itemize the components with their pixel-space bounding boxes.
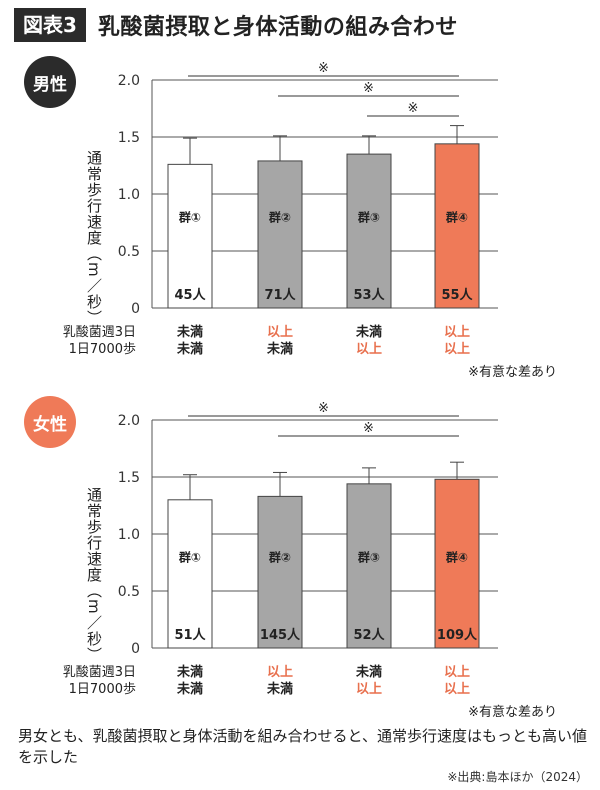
condition-cell: 未満 xyxy=(176,681,203,697)
bar xyxy=(434,143,480,309)
condition-row-label: 乳酸菌週3日 xyxy=(63,325,136,340)
significance-mark: ※ xyxy=(408,101,419,116)
condition-cell: 未満 xyxy=(266,681,293,697)
condition-cell: 以上 xyxy=(444,342,470,357)
condition-cell: 未満 xyxy=(176,664,203,680)
y-tick-label: 0 xyxy=(131,301,140,317)
male-walking-speed-chart: 0 0.5 1.0 1.5 2.0 群① 45人 群② 71人 群③ 53人 群④ 55人 ※ ※ ※ 乳酸菌週… xyxy=(63,61,557,380)
female-y-axis-label: 通常歩行速度（m／秒） xyxy=(85,487,103,663)
group-label: 群② xyxy=(268,209,291,224)
significance-note: ※有意な差あり xyxy=(468,364,557,380)
condition-cell: 未満 xyxy=(176,341,203,357)
condition-cell: 以上 xyxy=(444,682,470,697)
count-label: 109人 xyxy=(437,627,478,643)
condition-cell: 以上 xyxy=(356,682,382,697)
female-walking-speed-chart: 0 0.5 1.0 1.5 2.0 群① 51人 群② 145人 群③ 52人 群④ 109人 ※ ※ 乳酸菌… xyxy=(63,401,557,720)
condition-cell: 以上 xyxy=(356,342,382,357)
y-tick-label: 1.0 xyxy=(118,527,140,543)
count-label: 145人 xyxy=(260,627,301,643)
group-label: 群③ xyxy=(357,549,380,564)
bar xyxy=(346,483,392,649)
condition-cell: 未満 xyxy=(266,341,293,357)
count-label: 51人 xyxy=(174,627,206,643)
count-label: 53人 xyxy=(353,287,385,303)
count-label: 71人 xyxy=(264,287,296,303)
y-tick-label: 1.5 xyxy=(118,130,140,146)
figure-title: 乳酸菌摂取と身体活動の組み合わせ xyxy=(97,15,458,40)
significance-note: ※有意な差あり xyxy=(468,704,557,720)
condition-cell: 以上 xyxy=(444,325,470,340)
group-label: 群④ xyxy=(445,549,468,564)
female-panel-badge: 女性 xyxy=(24,396,76,448)
figure-header: 図表3 乳酸菌摂取と身体活動の組み合わせ xyxy=(14,8,458,42)
count-label: 52人 xyxy=(353,627,385,643)
condition-cell: 未満 xyxy=(355,664,382,680)
significance-mark: ※ xyxy=(318,61,329,76)
y-tick-label: 0.5 xyxy=(118,584,140,600)
count-label: 45人 xyxy=(174,287,206,303)
male-panel-badge: 男性 xyxy=(24,56,76,108)
condition-row-label: 1日7000歩 xyxy=(69,682,136,697)
significance-mark: ※ xyxy=(363,421,374,436)
group-label: 群③ xyxy=(357,209,380,224)
bar xyxy=(257,495,303,649)
bar xyxy=(346,153,392,309)
condition-row-label: 1日7000歩 xyxy=(69,342,136,357)
condition-cell: 以上 xyxy=(267,665,293,680)
y-tick-label: 0 xyxy=(131,641,140,657)
group-label: 群④ xyxy=(445,209,468,224)
source-citation: ※出典:島本ほか（2024） xyxy=(447,770,588,784)
condition-cell: 以上 xyxy=(444,665,470,680)
male-y-axis-label: 通常歩行速度（m／秒） xyxy=(85,150,103,326)
condition-row-label: 乳酸菌週3日 xyxy=(63,665,136,680)
y-tick-label: 2.0 xyxy=(118,73,140,89)
significance-mark: ※ xyxy=(363,81,374,96)
bar xyxy=(257,160,303,309)
figure-number-badge: 図表3 xyxy=(14,8,86,42)
group-label: 群① xyxy=(178,209,201,224)
y-tick-label: 0.5 xyxy=(118,244,140,260)
condition-cell: 未満 xyxy=(355,324,382,340)
y-tick-label: 1.0 xyxy=(118,187,140,203)
bar xyxy=(167,163,213,309)
bar xyxy=(167,499,213,649)
condition-cell: 以上 xyxy=(267,325,293,340)
y-tick-label: 2.0 xyxy=(118,413,140,429)
condition-cell: 未満 xyxy=(176,324,203,340)
count-label: 55人 xyxy=(441,287,473,303)
y-tick-label: 1.5 xyxy=(118,470,140,486)
bar xyxy=(434,478,480,649)
significance-mark: ※ xyxy=(318,401,329,416)
group-label: 群① xyxy=(178,549,201,564)
figure-caption: 男女とも、乳酸菌摂取と身体活動を組み合わせると、通常歩行速度はもっとも高い値を示… xyxy=(18,727,587,766)
group-label: 群② xyxy=(268,549,291,564)
